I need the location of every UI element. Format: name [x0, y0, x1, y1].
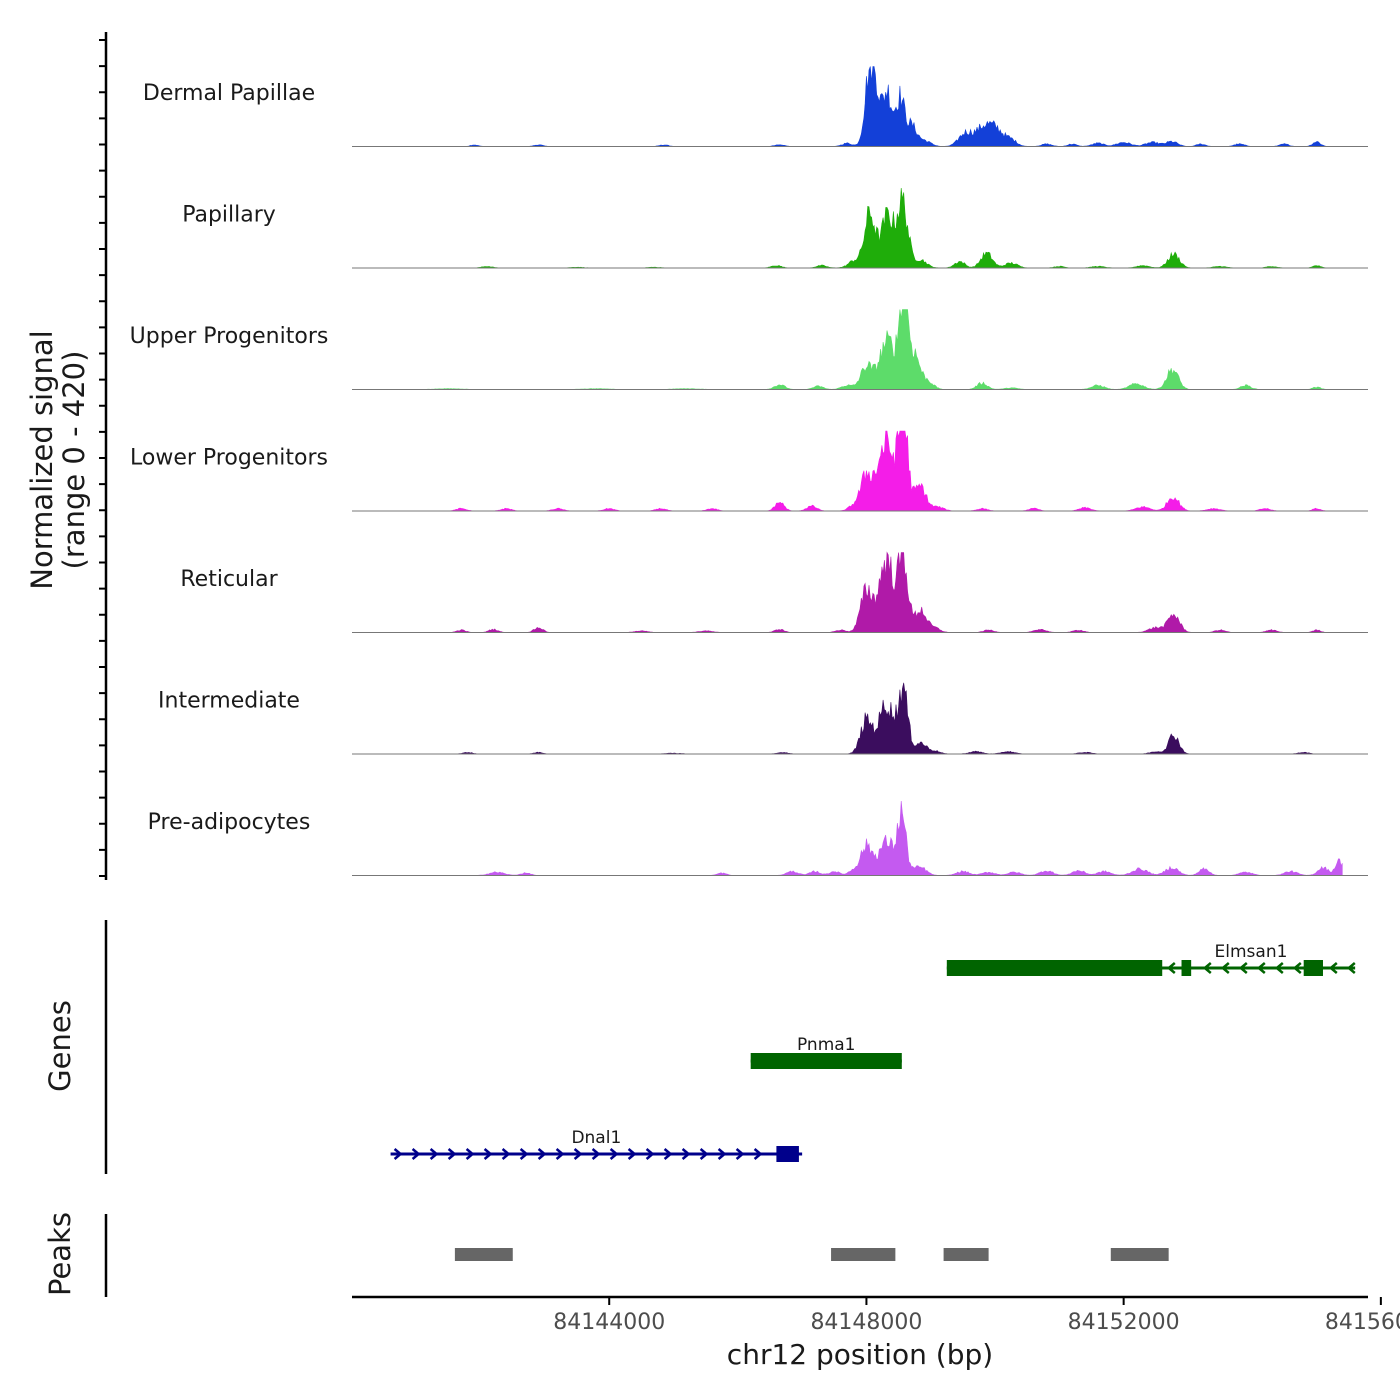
coverage-tracks: Dermal Papillae Papillary Upper Progenitor…: [130, 66, 1368, 876]
strand-chevron: [753, 1148, 763, 1160]
coverage-area: [390, 551, 1343, 633]
strand-chevron: [483, 1148, 493, 1160]
coverage-area: [390, 66, 1343, 147]
strand-chevron: [1202, 962, 1212, 974]
strand-chevron: [663, 1148, 673, 1160]
gene-label: Pnma1: [797, 1035, 856, 1055]
gene-exon: [750, 1053, 902, 1069]
coverage-area: [390, 309, 1343, 390]
strand-chevron: [717, 1148, 727, 1160]
x-axis-title: chr12 position (bp): [727, 1338, 993, 1371]
strand-chevron: [1166, 962, 1176, 974]
y-axis-label-line2: (range 0 - 420): [57, 351, 91, 570]
peak-region: [831, 1248, 896, 1261]
track-label: Dermal Papillae: [143, 81, 315, 106]
coverage-area: [390, 187, 1343, 269]
coverage-track-reticular: Reticular: [180, 551, 1368, 633]
strand-chevron: [645, 1148, 655, 1160]
strand-chevron: [465, 1148, 475, 1160]
coverage-track-dermal-papillae: Dermal Papillae: [143, 66, 1368, 147]
gene-elmsan1: Elmsan1: [946, 942, 1356, 976]
coverage-area: [390, 800, 1343, 876]
peaks-axis-label: Peaks: [43, 1212, 77, 1296]
gene-track: Elmsan1 Pnma1 Dnal1: [390, 942, 1356, 1162]
strand-chevron: [1238, 962, 1248, 974]
strand-chevron: [735, 1148, 745, 1160]
gene-pnma1: Pnma1: [750, 1035, 902, 1069]
strand-chevron: [519, 1148, 529, 1160]
strand-chevron: [1274, 962, 1284, 974]
x-tick-label: 84156000: [1325, 1310, 1400, 1335]
coverage-track-lower-progenitors: Lower Progenitors: [130, 430, 1368, 512]
track-label: Pre-adipocytes: [148, 810, 311, 835]
gene-exon: [1303, 960, 1323, 976]
strand-chevron: [681, 1148, 691, 1160]
track-label: Papillary: [182, 203, 276, 228]
strand-chevron: [1256, 962, 1266, 974]
strand-chevron: [1292, 962, 1302, 974]
gene-exon: [946, 960, 1163, 976]
coverage-track-intermediate: Intermediate: [158, 682, 1368, 755]
track-label: Upper Progenitors: [130, 324, 329, 349]
peak-region: [943, 1248, 989, 1261]
peak-region: [1110, 1248, 1169, 1261]
strand-chevron: [537, 1148, 547, 1160]
strand-chevron: [555, 1148, 565, 1160]
strand-chevron: [411, 1148, 421, 1160]
gene-label: Dnal1: [571, 1128, 621, 1148]
genes-axis-label: Genes: [43, 1000, 77, 1092]
coverage-area: [390, 430, 1343, 512]
coverage-area: [390, 682, 1343, 755]
x-tick-label: 84152000: [1068, 1310, 1180, 1335]
strand-chevron: [627, 1148, 637, 1160]
y-axis-label-line1: Normalized signal: [25, 330, 59, 589]
axes: 84144000 84148000 84152000 84156000: [99, 32, 1400, 1335]
strand-chevron: [1328, 962, 1338, 974]
track-label: Intermediate: [158, 689, 300, 714]
strand-chevron: [501, 1148, 511, 1160]
coverage-track-pre-adipocytes: Pre-adipocytes: [148, 800, 1368, 876]
strand-chevron: [609, 1148, 619, 1160]
strand-chevron: [1346, 962, 1356, 974]
track-label: Reticular: [180, 567, 278, 592]
strand-chevron: [1220, 962, 1230, 974]
strand-chevron: [573, 1148, 583, 1160]
gene-label: Elmsan1: [1215, 942, 1288, 962]
x-tick-label: 84144000: [553, 1310, 665, 1335]
track-label: Lower Progenitors: [130, 446, 328, 471]
coverage-track-papillary: Papillary: [182, 187, 1368, 269]
peak-track: [454, 1248, 1169, 1261]
coverage-track-upper-progenitors: Upper Progenitors: [130, 309, 1368, 390]
strand-chevron: [447, 1148, 457, 1160]
peak-region: [454, 1248, 513, 1261]
strand-chevron: [393, 1148, 403, 1160]
strand-chevron: [429, 1148, 439, 1160]
gene-exon: [1181, 960, 1192, 976]
gene-dnal1: Dnal1: [390, 1128, 803, 1162]
x-tick-label: 84148000: [810, 1310, 922, 1335]
strand-chevron: [699, 1148, 709, 1160]
gene-exon: [776, 1146, 799, 1162]
strand-chevron: [591, 1148, 601, 1160]
